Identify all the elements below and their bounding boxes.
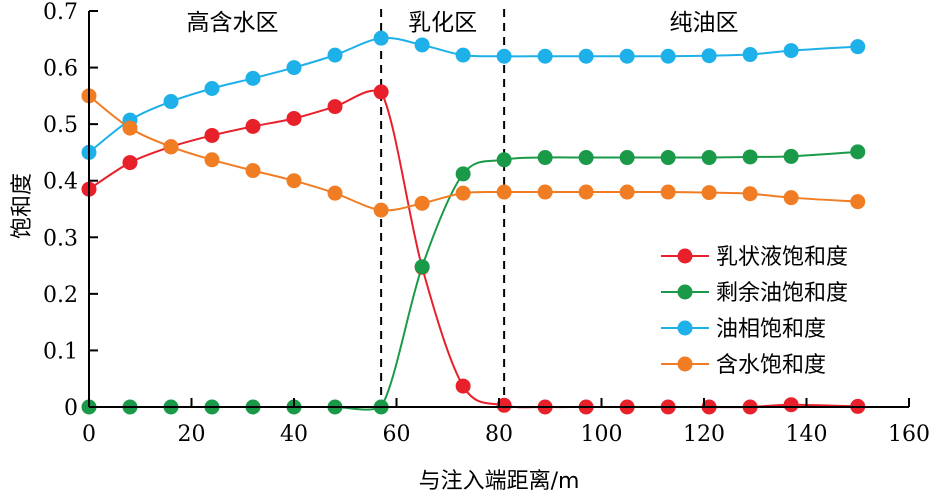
series-markers (81, 30, 866, 415)
x-tick-label: 160 (888, 422, 930, 447)
legend-label: 乳状液饱和度 (716, 245, 848, 270)
data-point (286, 110, 302, 126)
data-point (327, 185, 343, 201)
data-point (455, 378, 471, 394)
data-point (850, 194, 866, 210)
region-label: 乳化区 (408, 10, 477, 36)
data-point (537, 48, 553, 64)
legend-swatch-marker (677, 356, 693, 372)
data-point (660, 184, 676, 200)
data-point (455, 166, 471, 182)
y-tick-label: 0 (64, 396, 78, 421)
data-point (204, 152, 220, 168)
x-axis-label: 与注入端距离/m (419, 469, 580, 494)
data-point (783, 190, 799, 206)
data-point (204, 81, 220, 97)
region-label: 纯油区 (670, 10, 739, 36)
legend-label: 油相饱和度 (716, 317, 826, 342)
data-point (742, 186, 758, 202)
data-point (286, 60, 302, 76)
data-point (373, 30, 389, 46)
y-tick-label: 0.3 (43, 226, 78, 251)
data-point (327, 99, 343, 115)
legend-swatch-marker (677, 320, 693, 336)
legend-label: 含水饱和度 (716, 353, 826, 378)
data-point (742, 149, 758, 165)
y-tick-label: 0.1 (43, 339, 78, 364)
data-point (122, 155, 138, 171)
data-point (496, 184, 512, 200)
data-point (619, 48, 635, 64)
data-point (660, 150, 676, 166)
x-tick-label: 100 (581, 422, 623, 447)
axes: 0 20 40 60 80 100 120 140 160 0 0.1 0.2 0.3 0.4 0.5 0.6… (43, 0, 930, 447)
data-point (619, 184, 635, 200)
y-tick-label: 0.5 (43, 113, 78, 138)
data-point (850, 39, 866, 55)
y-tick-label: 0.2 (43, 283, 78, 308)
data-point (783, 397, 799, 413)
x-tick-label: 140 (786, 422, 828, 447)
data-point (701, 185, 717, 201)
region-label: 高含水区 (187, 10, 279, 36)
data-point (660, 48, 676, 64)
data-point (373, 84, 389, 100)
data-point (701, 48, 717, 64)
x-tick-label: 20 (178, 422, 206, 447)
data-point (850, 144, 866, 160)
data-point (701, 150, 717, 166)
data-point (578, 150, 594, 166)
data-point (496, 48, 512, 64)
data-point (783, 43, 799, 59)
series-line-2 (88, 36, 858, 154)
data-point (245, 118, 261, 134)
data-point (327, 47, 343, 63)
data-point (286, 173, 302, 189)
region-labels: 高含水区 乳化区 纯油区 (187, 10, 739, 36)
data-point (122, 120, 138, 136)
y-tick-label: 0.7 (43, 0, 78, 25)
data-point (204, 127, 220, 143)
data-point (414, 37, 430, 53)
data-point (455, 185, 471, 201)
data-point (496, 152, 512, 168)
y-axis-label: 饱和度 (10, 173, 35, 239)
data-point (578, 48, 594, 64)
x-tick-label: 80 (485, 422, 513, 447)
x-tick-label: 0 (82, 422, 96, 447)
y-tick-label: 0.6 (43, 57, 78, 82)
data-point (496, 397, 512, 413)
data-point (245, 70, 261, 86)
data-point (163, 94, 179, 110)
y-tick-label: 0.4 (43, 170, 78, 195)
data-point (414, 259, 430, 275)
data-point (537, 150, 553, 166)
legend-swatch-marker (677, 284, 693, 300)
data-point (619, 150, 635, 166)
data-point (414, 195, 430, 211)
data-point (245, 163, 261, 179)
x-tick-label: 40 (280, 422, 308, 447)
x-tick-label: 120 (683, 422, 725, 447)
legend-label: 剩余油饱和度 (716, 281, 848, 306)
data-point (742, 47, 758, 63)
series-line-3 (88, 95, 858, 212)
data-point (783, 148, 799, 164)
data-point (455, 47, 471, 63)
x-tick-label: 60 (383, 422, 411, 447)
data-point (578, 184, 594, 200)
data-point (537, 184, 553, 200)
legend-swatch-marker (677, 248, 693, 264)
data-point (373, 202, 389, 218)
data-point (163, 139, 179, 155)
